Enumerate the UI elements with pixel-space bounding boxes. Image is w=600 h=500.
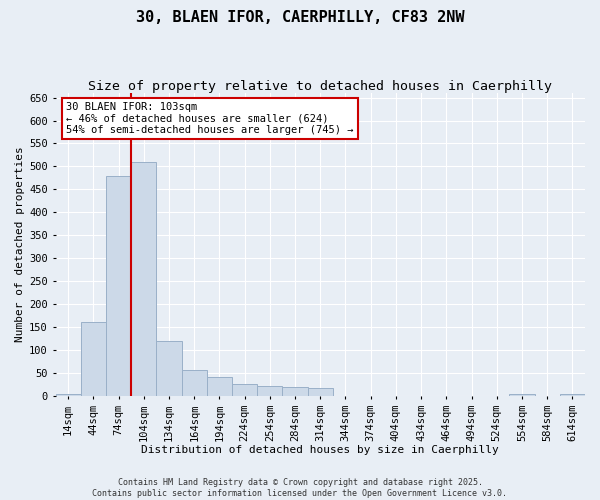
X-axis label: Distribution of detached houses by size in Caerphilly: Distribution of detached houses by size …	[142, 445, 499, 455]
Bar	[131, 162, 157, 396]
Bar	[283, 386, 308, 396]
Bar	[560, 394, 585, 396]
Bar	[56, 394, 81, 396]
Bar	[509, 394, 535, 396]
Bar	[308, 388, 333, 396]
Text: 30 BLAEN IFOR: 103sqm
← 46% of detached houses are smaller (624)
54% of semi-det: 30 BLAEN IFOR: 103sqm ← 46% of detached …	[66, 102, 353, 136]
Bar	[157, 340, 182, 396]
Bar	[207, 378, 232, 396]
Bar	[257, 386, 283, 396]
Bar	[106, 176, 131, 396]
Bar	[182, 370, 207, 396]
Bar	[232, 384, 257, 396]
Text: Contains HM Land Registry data © Crown copyright and database right 2025.
Contai: Contains HM Land Registry data © Crown c…	[92, 478, 508, 498]
Title: Size of property relative to detached houses in Caerphilly: Size of property relative to detached ho…	[88, 80, 552, 93]
Y-axis label: Number of detached properties: Number of detached properties	[15, 146, 25, 342]
Bar	[81, 322, 106, 396]
Text: 30, BLAEN IFOR, CAERPHILLY, CF83 2NW: 30, BLAEN IFOR, CAERPHILLY, CF83 2NW	[136, 10, 464, 25]
